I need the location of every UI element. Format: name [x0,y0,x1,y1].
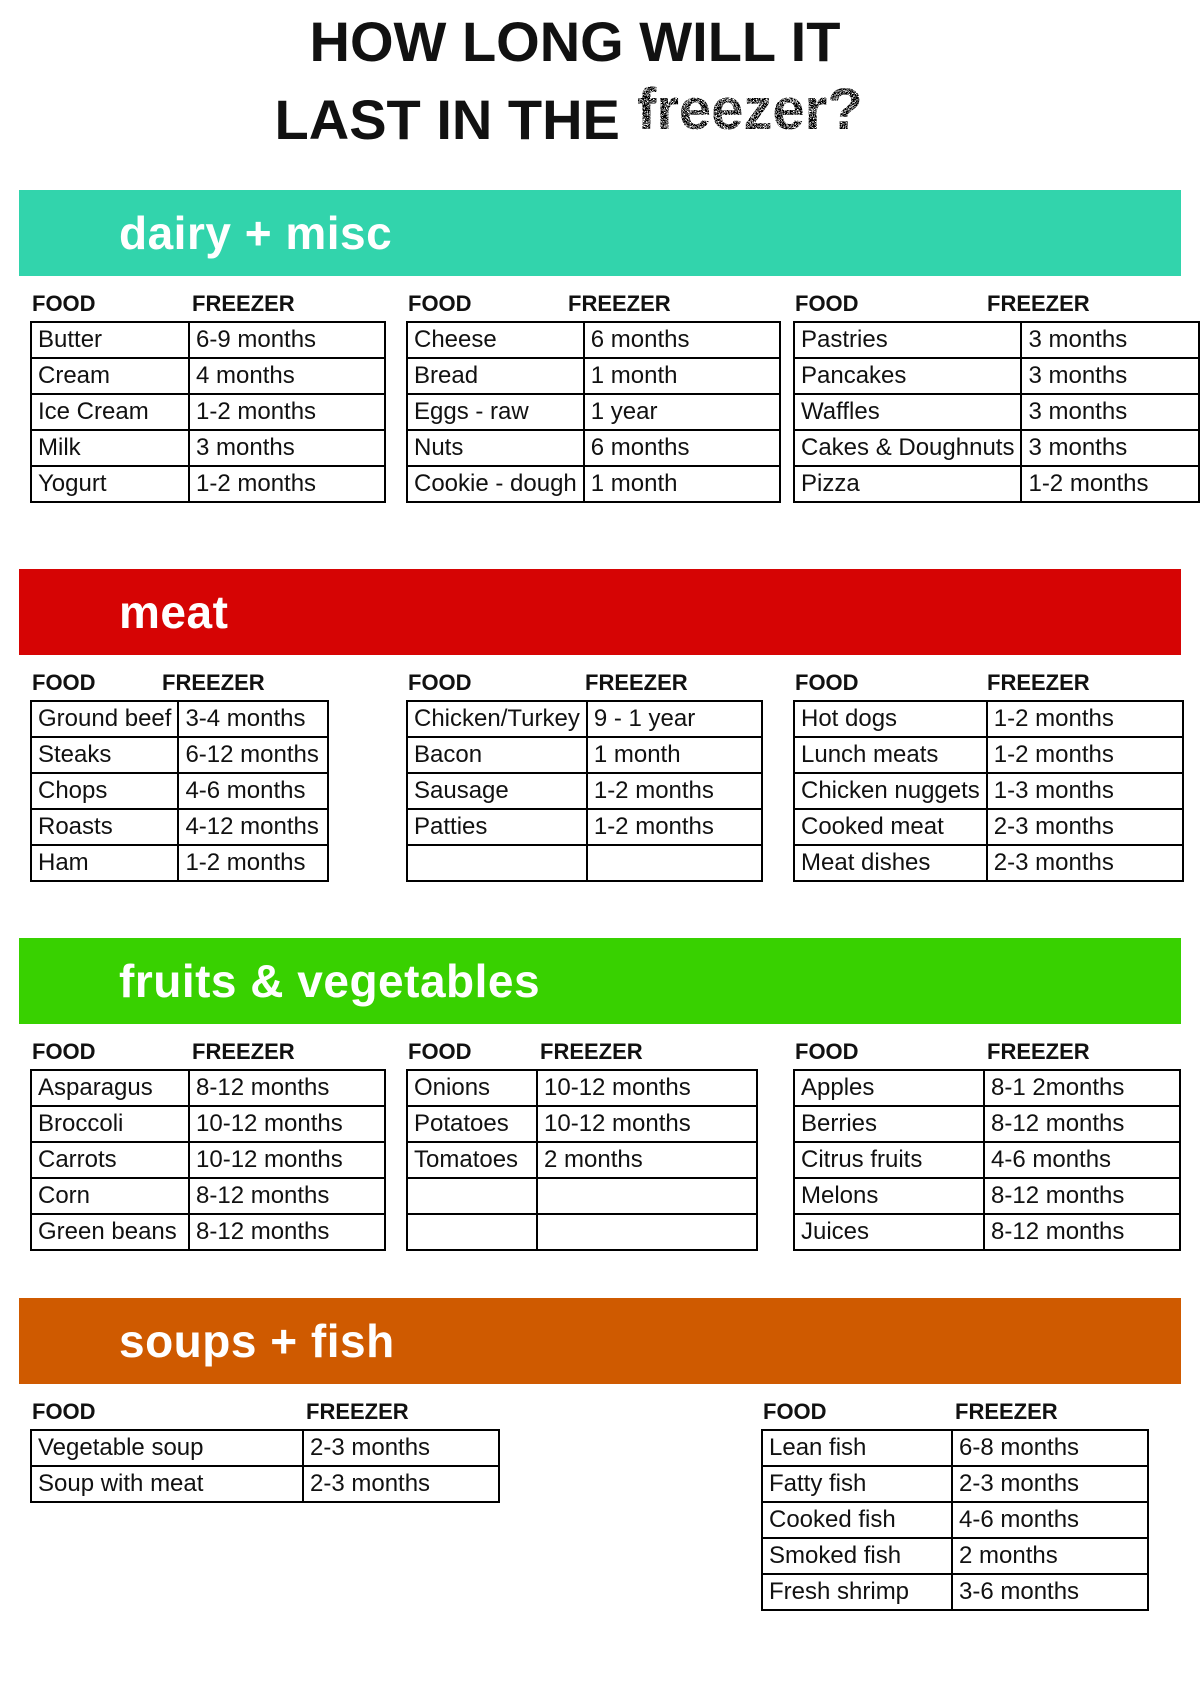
svg-text:freezer?: freezer? [637,77,863,142]
